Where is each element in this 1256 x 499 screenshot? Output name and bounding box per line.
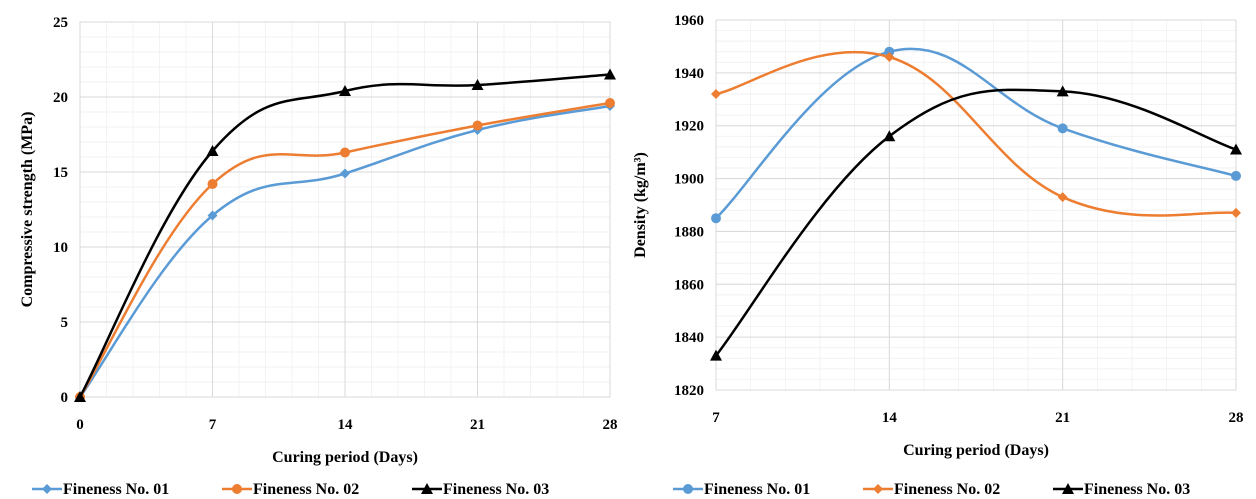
- y-tick-label: 1900: [674, 172, 704, 188]
- data-point: [884, 46, 895, 57]
- legend: Fineness No. 01 Fineness No. 02 Fineness N…: [32, 481, 549, 498]
- legend-marker: [683, 484, 693, 494]
- legend-label: Fineness No. 01: [63, 481, 169, 498]
- y-tick-label: 20: [53, 90, 68, 106]
- series-3: [74, 68, 616, 402]
- data-point: [471, 79, 484, 90]
- data-point: [340, 147, 350, 158]
- data-point: [1231, 207, 1241, 218]
- x-tick-label: 0: [76, 417, 84, 433]
- legend-item: Fineness No. 03: [1053, 481, 1190, 498]
- y-axis-title: Density (kg/m³): [632, 152, 649, 258]
- plot-area: [715, 19, 1237, 391]
- series-1: [711, 46, 1241, 224]
- legend-marker: [873, 484, 883, 494]
- series-line: [78, 73, 611, 398]
- data-point: [711, 89, 721, 99]
- data-point: [207, 179, 218, 189]
- y-tick-label: 5: [61, 315, 69, 331]
- data-point: [74, 391, 86, 402]
- legend-label: Fineness No. 02: [894, 481, 1000, 498]
- series-line: [715, 47, 1237, 220]
- legend-item: Fineness No. 02: [222, 481, 359, 498]
- legend-marker: [42, 484, 52, 494]
- data-point: [339, 85, 351, 96]
- y-tick-label: 15: [53, 165, 68, 181]
- legend-label: Fineness No. 02: [253, 481, 359, 498]
- y-tick-label: 1880: [674, 224, 704, 240]
- data-point: [883, 130, 896, 142]
- series-line: [78, 104, 611, 398]
- y-tick-label: 1860: [674, 277, 704, 293]
- x-axis-title: Curing period (Days): [272, 449, 418, 466]
- data-point: [207, 210, 218, 221]
- grid: [79, 21, 611, 398]
- legend-item: Fineness No. 03: [412, 481, 549, 498]
- x-tick-label: 28: [1229, 410, 1244, 426]
- data-point: [1057, 123, 1068, 134]
- density-chart: 1820 1840 1860 1880 1900 1920 1940 1960 7 14 21 28 C…: [632, 13, 1244, 498]
- legend-marker: [232, 484, 242, 494]
- y-tick-label: 1940: [674, 66, 704, 82]
- x-tick-label: 7: [712, 410, 720, 426]
- legend-marker: [1062, 483, 1074, 494]
- data-point: [1056, 85, 1069, 97]
- y-tick-label: 25: [53, 15, 68, 31]
- x-tick-label: 14: [338, 417, 354, 433]
- series-line: [715, 50, 1237, 217]
- series-3: [710, 85, 1242, 361]
- legend-item: Fineness No. 02: [863, 481, 1000, 498]
- y-tick-label: 1840: [674, 330, 704, 346]
- data-point: [604, 68, 616, 80]
- series-line: [715, 88, 1237, 357]
- data-point: [1230, 143, 1242, 155]
- legend-label: Fineness No. 01: [704, 481, 810, 498]
- data-point: [472, 120, 483, 131]
- x-tick-label: 28: [603, 417, 618, 433]
- x-tick-label: 14: [882, 410, 898, 426]
- y-tick-label: 1820: [674, 383, 704, 399]
- data-point: [1057, 192, 1068, 203]
- data-point: [206, 145, 219, 156]
- data-point: [884, 52, 895, 62]
- data-point: [1231, 170, 1241, 181]
- y-tick-label: 0: [61, 390, 69, 406]
- data-point: [605, 98, 615, 108]
- data-point: [340, 168, 350, 179]
- x-tick-label: 21: [1055, 410, 1070, 426]
- data-point: [711, 213, 721, 224]
- compressive-strength-chart: 0 5 10 15 20 25 0 7 14 21 28 Curing period (Days) Co…: [19, 15, 618, 498]
- legend-item: Fineness No. 01: [673, 481, 810, 498]
- series-2: [711, 50, 1241, 218]
- data-point: [710, 349, 722, 361]
- legend-label: Fineness No. 03: [443, 481, 549, 498]
- y-tick-label: 1920: [674, 119, 704, 135]
- y-axis-title: Compressive strength (MPa): [19, 112, 36, 308]
- plot-area: [79, 21, 611, 398]
- legend-item: Fineness No. 01: [32, 481, 169, 498]
- legend-label: Fineness No. 03: [1084, 481, 1190, 498]
- y-tick-label: 1960: [674, 13, 704, 29]
- x-tick-label: 21: [470, 417, 485, 433]
- x-tick-label: 7: [209, 417, 217, 433]
- series-line: [78, 101, 611, 398]
- y-tick-label: 10: [53, 240, 68, 256]
- x-axis-title: Curing period (Days): [903, 442, 1049, 459]
- legend-marker: [421, 483, 433, 494]
- legend: Fineness No. 01 Fineness No. 02 Fineness N…: [673, 481, 1190, 498]
